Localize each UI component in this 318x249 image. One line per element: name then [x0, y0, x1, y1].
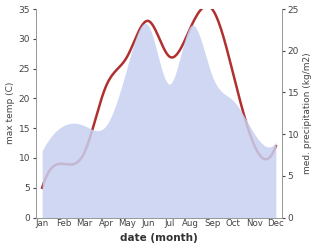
Y-axis label: max temp (C): max temp (C): [5, 82, 15, 144]
Y-axis label: med. precipitation (kg/m2): med. precipitation (kg/m2): [303, 53, 313, 174]
X-axis label: date (month): date (month): [120, 234, 198, 244]
